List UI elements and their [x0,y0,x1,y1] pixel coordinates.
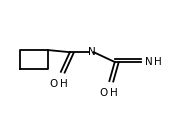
Text: H: H [110,88,118,98]
Text: N: N [88,47,95,57]
Text: H: H [60,79,68,89]
Text: O: O [100,88,108,98]
Text: N: N [145,57,153,67]
Text: O: O [50,79,58,89]
Text: H: H [154,57,162,67]
